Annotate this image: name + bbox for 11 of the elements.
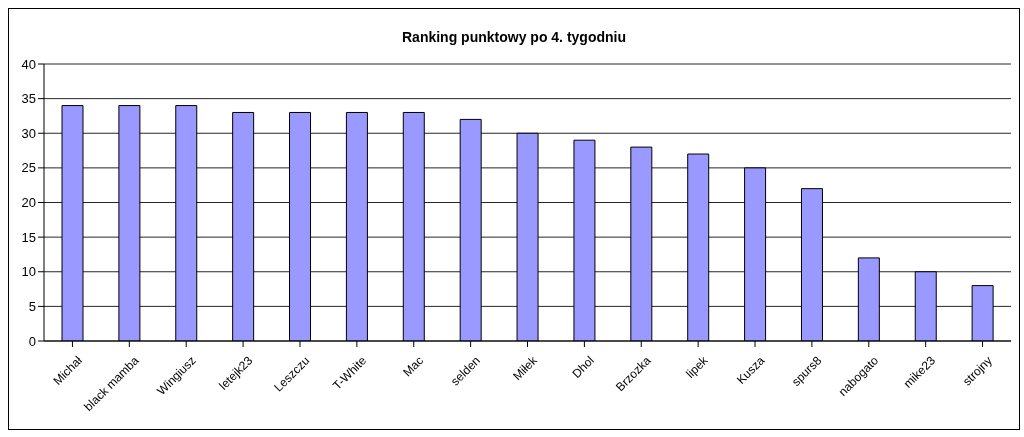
chart-title: Ranking punktowy po 4. tygodniu bbox=[401, 29, 627, 45]
y-tick-label: 15 bbox=[21, 229, 36, 245]
x-tick-label: Mac bbox=[400, 353, 427, 380]
y-tick-label: 5 bbox=[28, 298, 36, 314]
y-tick-label: 20 bbox=[21, 195, 36, 211]
y-tick-label: 40 bbox=[21, 56, 36, 72]
y-tick-label: 25 bbox=[21, 160, 36, 176]
y-tick-label: 35 bbox=[21, 91, 36, 107]
y-tick-label: 30 bbox=[21, 125, 36, 141]
y-tick-label: 0 bbox=[28, 333, 36, 349]
y-tick-label: 10 bbox=[21, 264, 36, 280]
